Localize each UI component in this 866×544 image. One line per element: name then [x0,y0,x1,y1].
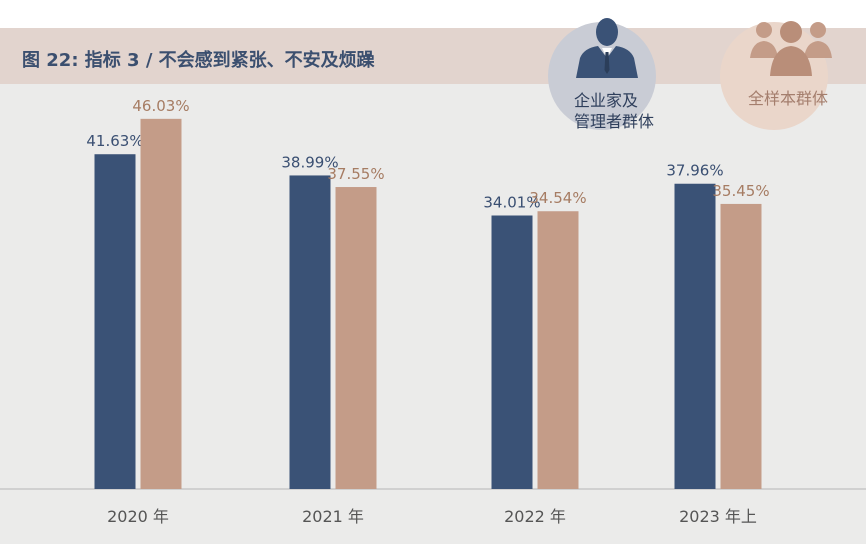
x-tick-label-0: 2020 年 [107,507,169,526]
data-label-all-sample-2: 34.54% [529,189,586,207]
data-label-all-sample-1: 37.55% [327,165,384,183]
legend-entrepreneurs-label: 企业家及 管理者群体 [574,90,654,132]
data-label-entrepreneurs-2: 34.01% [483,194,540,212]
legend-entrepreneurs-line1: 企业家及 [574,91,639,110]
data-label-entrepreneurs-0: 41.63% [86,132,143,150]
x-tick-label-2: 2022 年 [504,507,566,526]
bar-all-sample-3 [720,203,762,489]
data-label-entrepreneurs-3: 37.96% [666,162,723,180]
bar-all-sample-1 [335,187,377,490]
chart-title: 图 22: 指标 3 / 不会感到紧张、不安及烦躁 [22,50,375,71]
businessman-icon [576,18,638,78]
x-tick-label-3: 2023 年上 [679,507,757,526]
legend-all-sample-circle [720,22,828,130]
bar-all-sample-2 [537,211,579,489]
bar-all-sample-0 [140,118,182,489]
x-tick-label-1: 2021 年 [302,507,364,526]
bar-entrepreneurs-3 [674,183,716,489]
group-of-people-icon [750,21,832,76]
data-label-all-sample-3: 35.45% [712,182,769,200]
data-label-entrepreneurs-1: 38.99% [281,153,338,171]
data-label-all-sample-0: 46.03% [132,97,189,115]
bar-entrepreneurs-1 [289,175,331,489]
legend-entrepreneurs-line2: 管理者群体 [574,112,655,131]
bar-entrepreneurs-2 [491,215,533,489]
legend-all-sample-label: 全样本群体 [748,89,829,108]
bar-entrepreneurs-0 [94,154,136,490]
